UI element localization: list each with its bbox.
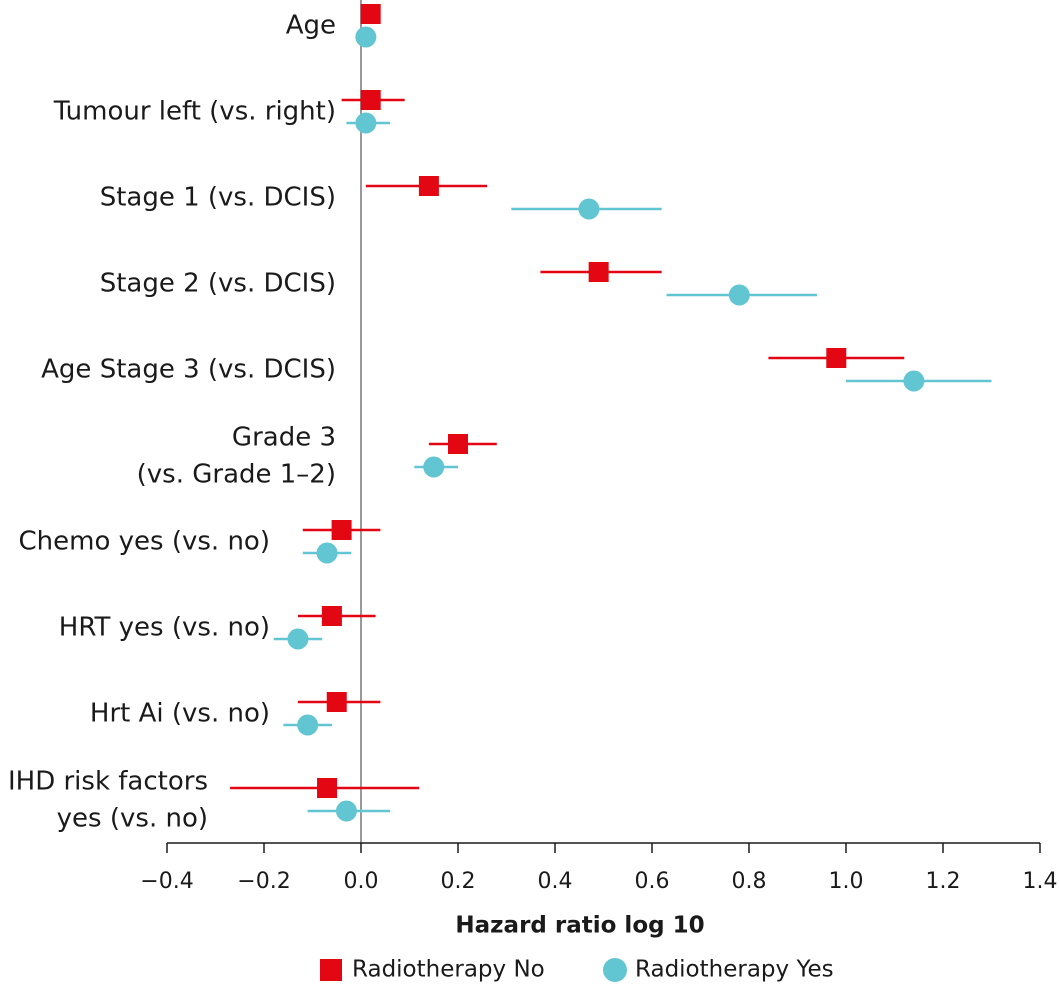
point bbox=[903, 370, 925, 392]
point bbox=[588, 262, 609, 282]
point bbox=[355, 26, 377, 48]
category-label: Chemo yes (vs. no) bbox=[19, 527, 270, 557]
point bbox=[826, 348, 847, 368]
point bbox=[331, 520, 352, 540]
category-label: Hrt Ai (vs. no) bbox=[90, 699, 270, 729]
x-tick-label: 0.8 bbox=[732, 869, 767, 894]
x-tick-label: −0.4 bbox=[140, 869, 193, 894]
x-tick-label: 0.2 bbox=[441, 869, 476, 894]
point bbox=[418, 176, 439, 196]
category-label: Tumour left (vs. right) bbox=[53, 97, 336, 127]
category-label: Stage 2 (vs. DCIS) bbox=[100, 269, 336, 299]
point bbox=[287, 628, 309, 650]
legend-label: Radiotherapy No bbox=[352, 957, 545, 983]
x-tick-label: 1.2 bbox=[926, 869, 961, 894]
point bbox=[317, 778, 338, 798]
point bbox=[355, 112, 377, 134]
point bbox=[360, 90, 381, 110]
category-label: Age bbox=[286, 11, 336, 41]
category-label: HRT yes (vs. no) bbox=[59, 613, 270, 643]
x-axis-label: Hazard ratio log 10 bbox=[455, 913, 704, 939]
x-tick-label: 0.4 bbox=[538, 869, 573, 894]
point bbox=[297, 714, 319, 736]
category-label: Grade 3 (vs. Grade 1–2) bbox=[137, 422, 336, 489]
point bbox=[316, 542, 338, 564]
category-label: Stage 1 (vs. DCIS) bbox=[100, 183, 336, 213]
category-label: IHD risk factors yes (vs. no) bbox=[8, 766, 208, 833]
x-tick-label: 0.0 bbox=[344, 869, 379, 894]
legend-marker bbox=[603, 958, 627, 982]
point bbox=[578, 198, 600, 220]
point bbox=[360, 4, 381, 24]
category-label-line: (vs. Grade 1–2) bbox=[137, 459, 336, 489]
point bbox=[326, 692, 347, 712]
category-label-line: yes (vs. no) bbox=[57, 803, 208, 833]
x-tick-label: 1.4 bbox=[1023, 869, 1058, 894]
category-label-line: Grade 3 bbox=[232, 422, 336, 452]
point bbox=[423, 456, 445, 478]
point bbox=[728, 284, 750, 306]
category-label: Age Stage 3 (vs. DCIS) bbox=[41, 355, 336, 385]
legend-marker bbox=[320, 959, 342, 981]
legend-label: Radiotherapy Yes bbox=[635, 957, 834, 983]
point bbox=[335, 800, 357, 822]
category-label-line: IHD risk factors bbox=[8, 766, 208, 796]
x-tick-label: −0.2 bbox=[237, 869, 290, 894]
x-tick-label: 1.0 bbox=[829, 869, 864, 894]
point bbox=[448, 434, 468, 454]
x-tick-label: 0.6 bbox=[635, 869, 670, 894]
point bbox=[321, 606, 342, 626]
